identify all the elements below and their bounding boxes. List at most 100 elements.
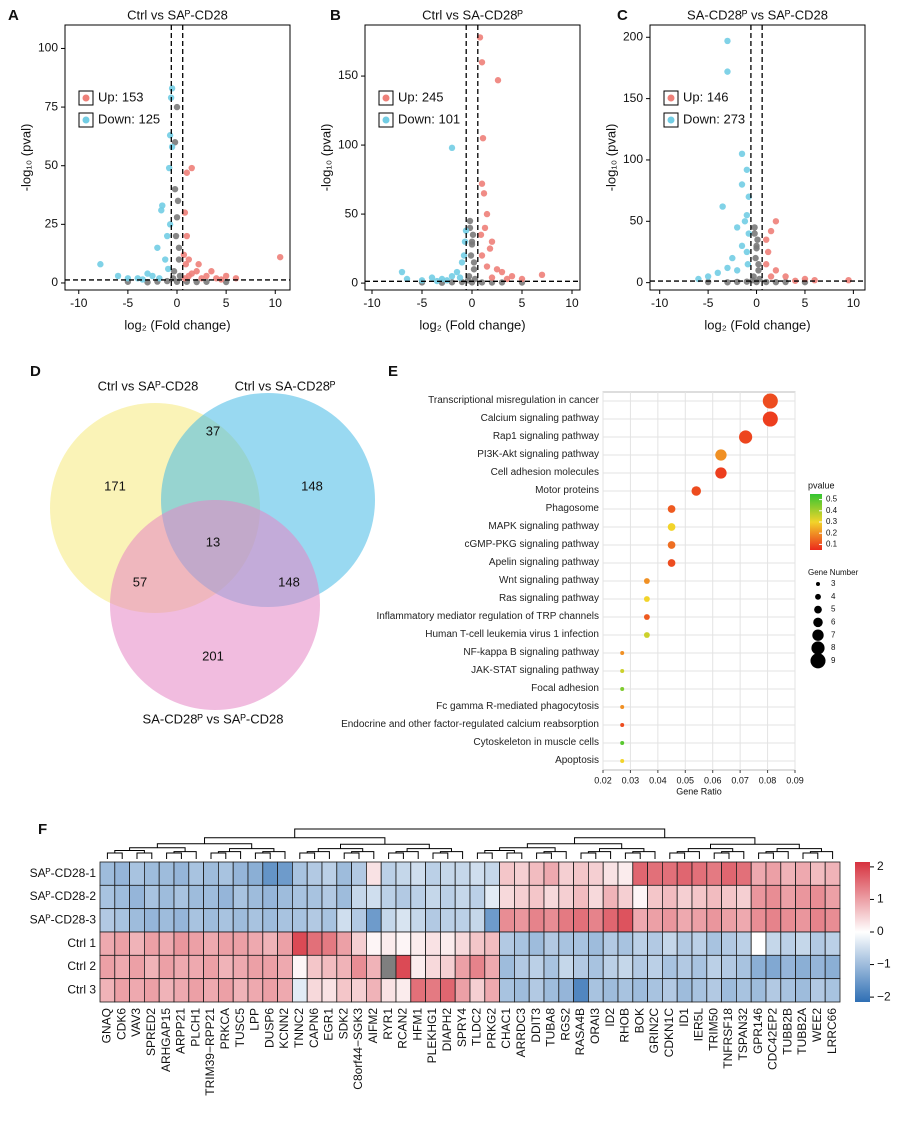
heatmap-cell	[765, 931, 782, 956]
heatmap-cell	[277, 908, 293, 933]
point	[448, 144, 456, 152]
heatmap-cell	[499, 908, 515, 933]
dendrogram	[526, 843, 623, 849]
point	[714, 269, 721, 277]
heatmap-cell	[99, 861, 116, 886]
heatmap-cell	[306, 861, 323, 886]
heatmap-cell	[795, 884, 811, 910]
dendrogram	[317, 848, 364, 852]
heatmap-cell	[380, 884, 397, 910]
heatmap-cell	[129, 931, 145, 956]
heatmap-cell	[780, 861, 796, 886]
heatmap-cell	[750, 908, 767, 933]
heatmap-cell	[425, 908, 441, 933]
heatmap-cell	[795, 978, 811, 1003]
heatmap-cell	[573, 954, 589, 980]
heatmap-cell	[676, 954, 693, 980]
dendrogram	[506, 852, 523, 859]
dendrogram	[484, 850, 515, 853]
set-label: Ctrl vs SAᴾ-CD28	[98, 378, 199, 393]
point	[163, 277, 171, 285]
heatmap-cell	[410, 954, 426, 980]
heatmap-cell	[573, 978, 589, 1003]
point	[751, 224, 758, 231]
point	[418, 277, 426, 284]
heatmap-cell	[173, 908, 190, 933]
point	[170, 268, 178, 275]
colorbar-label: 0.2	[826, 528, 838, 537]
point	[185, 256, 192, 263]
point	[488, 274, 496, 281]
dot	[643, 632, 650, 638]
column-label: RYR1	[381, 1008, 395, 1040]
heatmap-cell	[528, 978, 545, 1003]
size-key	[815, 593, 821, 600]
heatmap-cell	[439, 884, 456, 910]
point	[171, 139, 179, 146]
heatmap-cell	[217, 954, 234, 980]
heatmap-cell	[143, 931, 160, 956]
dendrogram	[669, 852, 686, 859]
point	[488, 238, 496, 245]
dendrogram	[229, 848, 275, 852]
dendrogram	[254, 852, 271, 859]
heatmap-cell	[721, 931, 737, 956]
y-axis-label: -log₁₀ (pval)	[18, 124, 33, 192]
dot	[620, 687, 625, 691]
heatmap-cell	[617, 908, 634, 933]
column-label: CDKN1C	[662, 1008, 676, 1058]
heatmap-cell	[99, 908, 116, 933]
heatmap-cell	[410, 884, 426, 910]
column-label: VAV3	[129, 1008, 143, 1037]
heatmap-cell	[336, 954, 352, 980]
point	[729, 254, 736, 262]
point	[811, 276, 818, 284]
point	[448, 272, 456, 280]
heatmap-cell	[469, 908, 486, 933]
point	[144, 270, 151, 277]
heatmap-cell	[602, 884, 619, 910]
category-label: Phagosome	[545, 503, 599, 514]
heatmap-cell	[247, 954, 264, 980]
point	[743, 166, 751, 173]
column-label: TRIM50	[706, 1008, 720, 1051]
heatmap-cell	[143, 954, 160, 980]
y-tick-label: 100	[38, 41, 58, 55]
x-tick-label: 0.04	[649, 775, 667, 785]
category-label: NF-kappa B signaling pathway	[463, 647, 599, 658]
colorbar-label: 0	[877, 924, 884, 938]
heatmap-cell	[691, 931, 708, 956]
heatmap-cell	[558, 954, 574, 980]
dendrogram	[156, 843, 253, 849]
heatmap-cell	[750, 931, 767, 956]
point	[486, 245, 494, 252]
point	[733, 224, 741, 231]
point	[743, 211, 751, 219]
x-tick-label: 10	[847, 296, 861, 310]
heatmap-cell	[454, 978, 471, 1003]
y-tick-label: 200	[623, 29, 643, 43]
heatmap-cell	[351, 861, 367, 886]
heatmap-cell	[706, 861, 722, 886]
dendrogram	[499, 847, 556, 852]
row-label: Ctrl 2	[67, 959, 96, 973]
x-tick-label: 10	[269, 296, 283, 310]
point	[508, 272, 516, 280]
point	[173, 103, 181, 111]
size-label: 5	[831, 605, 836, 614]
set-label: SA-CD28ᴾ vs SAᴾ-CD28	[143, 711, 284, 726]
heatmap-cell	[824, 954, 841, 980]
column-label: DDIT3	[529, 1008, 543, 1043]
point	[222, 272, 230, 280]
point	[443, 277, 451, 284]
dendrogram	[765, 851, 789, 859]
column-label: PRKCA	[218, 1008, 232, 1049]
point	[470, 259, 478, 266]
dendrogram	[802, 852, 819, 859]
heatmap-cell	[528, 954, 545, 980]
heatmap-cell	[262, 861, 278, 886]
heatmap-cell	[558, 931, 574, 956]
heatmap-cell	[676, 861, 693, 886]
heatmap-cell	[351, 954, 367, 980]
column-label: RASA4B	[573, 1008, 587, 1055]
